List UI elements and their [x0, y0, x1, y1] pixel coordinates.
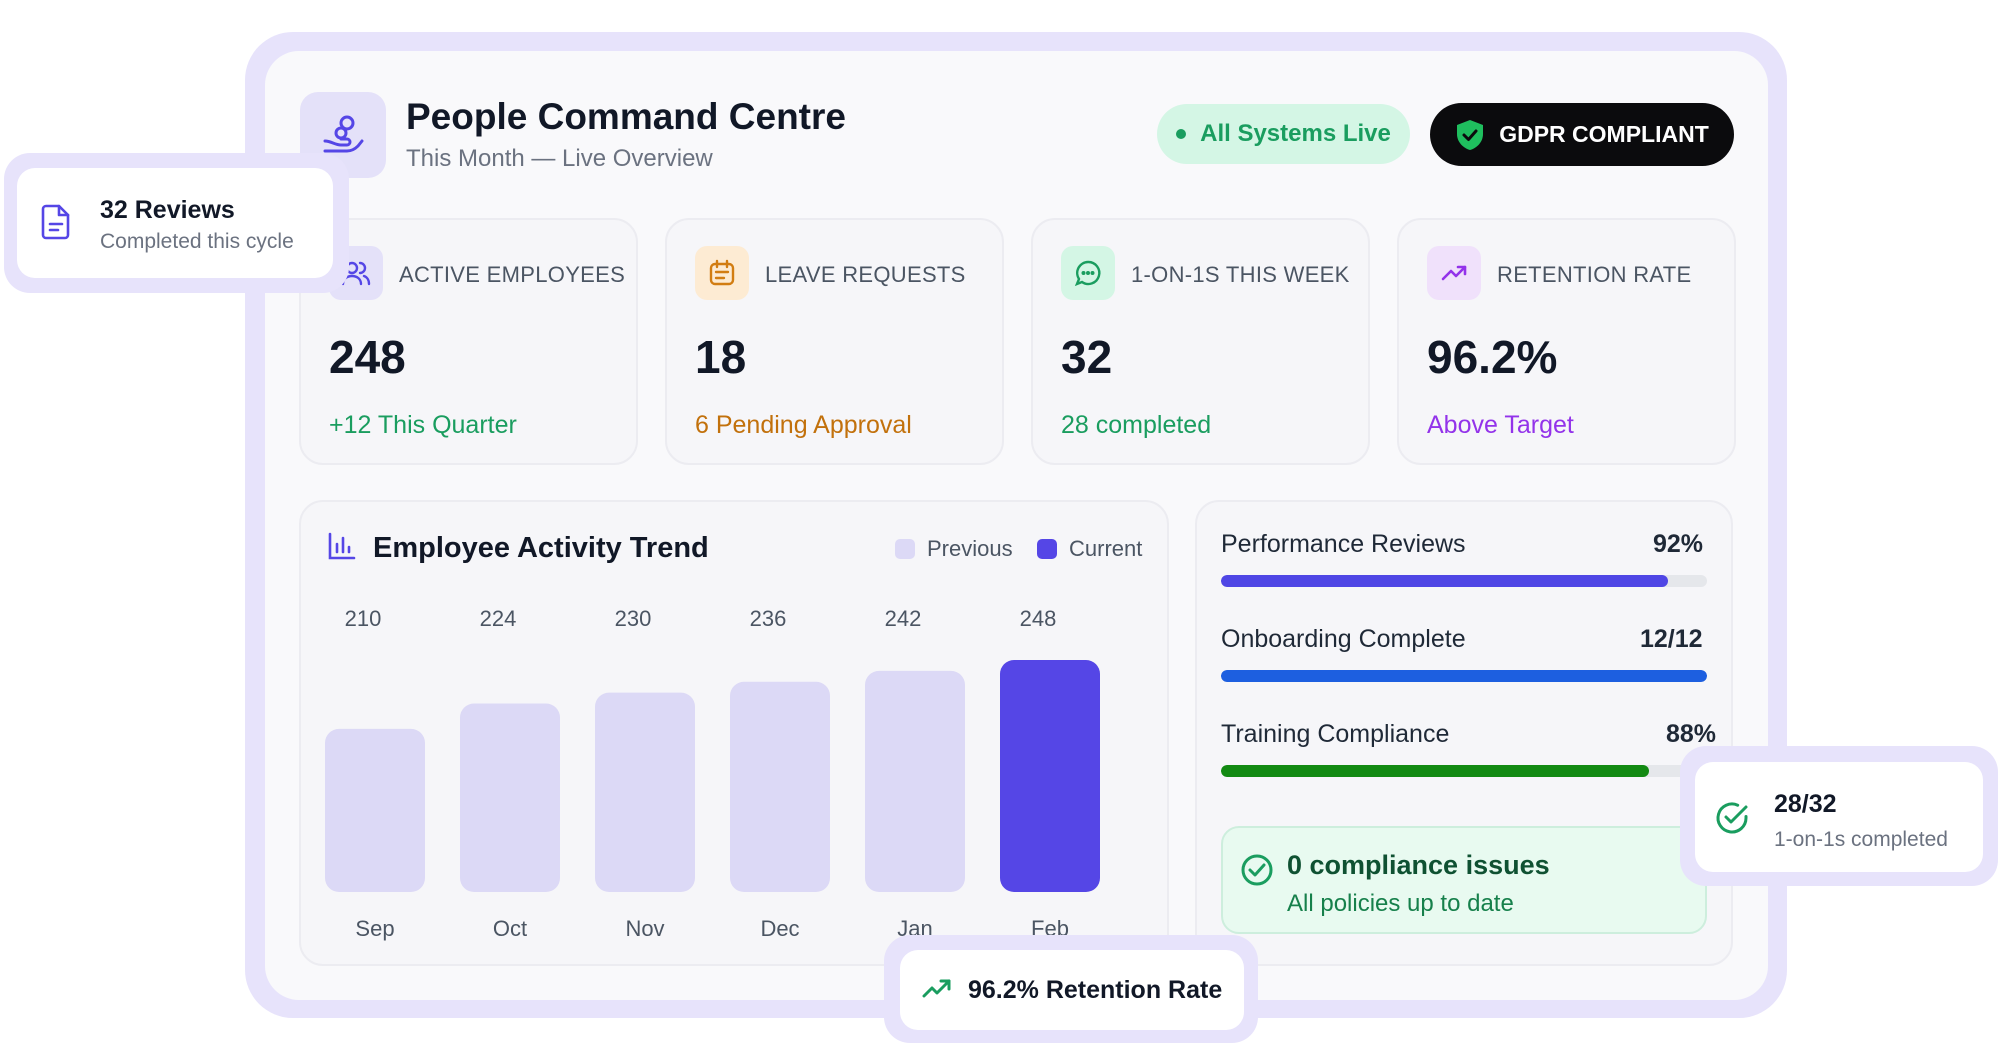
bar-chart-icon [328, 532, 356, 560]
stat-value: 248 [329, 331, 406, 383]
calendar-icon [695, 246, 749, 300]
stat-label: RETENTION RATE [1497, 262, 1692, 287]
gdpr-badge-label: GDPR COMPLIANT [1499, 121, 1709, 147]
page-subtitle: This Month — Live Overview [406, 145, 713, 172]
page-title: People Command Centre [406, 96, 846, 137]
progress-label-training-compliance: Training Compliance [1221, 720, 1450, 748]
bar-value-label: 248 [1020, 606, 1057, 631]
bar-jan [865, 670, 965, 892]
bar-feb [1000, 660, 1100, 892]
bar-dec [730, 681, 830, 892]
legend-current[interactable]: Current [1037, 536, 1142, 562]
document-icon [41, 204, 70, 240]
progress-bar-training-compliance [1221, 765, 1707, 777]
compliance-title: 0 compliance issues [1287, 850, 1550, 880]
retention-callout-card [900, 950, 1244, 1030]
stat-value: 32 [1061, 331, 1113, 383]
stat-delta: +12 This Quarter [329, 411, 517, 439]
chat-icon [1061, 246, 1115, 300]
one-on-ones-callout-subtitle: 1-on-1s completed [1774, 828, 1948, 851]
stat-card-retention-rate[interactable]: RETENTION RATE 96.2% Above Target [1397, 218, 1736, 465]
trending-up-icon [922, 979, 951, 998]
stat-card-active-employees[interactable]: ACTIVE EMPLOYEES 248 +12 This Quarter [299, 218, 638, 465]
x-tick-label: Dec [760, 916, 799, 941]
x-tick-label: Oct [493, 916, 527, 941]
bar-value-label: 210 [345, 606, 382, 631]
trending-up-icon [1427, 246, 1481, 300]
hand-coins-icon [323, 115, 364, 153]
bar-nov [595, 692, 695, 892]
legend-label: Previous [927, 536, 1013, 561]
retention-callout-label: 96.2% Retention Rate [968, 976, 1223, 1004]
progress-bar-onboarding [1221, 670, 1707, 682]
stat-delta: Above Target [1427, 411, 1574, 439]
stat-label: LEAVE REQUESTS [765, 262, 966, 287]
stat-delta: 28 completed [1061, 411, 1212, 439]
reviews-callout-card [17, 168, 333, 278]
gdpr-badge: GDPR COMPLIANT [1430, 103, 1734, 166]
bar-value-label: 236 [750, 606, 787, 631]
bar-value-label: 224 [480, 606, 517, 631]
stat-card-leave-requests[interactable]: LEAVE REQUESTS 18 6 Pending Approval [665, 218, 1004, 465]
bar-sep [325, 728, 425, 892]
compliance-subtitle: All policies up to date [1287, 890, 1514, 917]
progress-value-training-compliance: 88% [1666, 720, 1717, 748]
status-dot-icon [1176, 129, 1187, 139]
stat-value: 96.2% [1427, 331, 1558, 383]
check-circle-icon [1241, 854, 1273, 886]
stat-value: 18 [695, 331, 747, 383]
legend-label: Current [1069, 536, 1143, 561]
check-circle-icon [1716, 802, 1748, 834]
progress-value-onboarding: 12/12 [1640, 625, 1703, 653]
stat-card-one-on-ones[interactable]: 1-ON-1S THIS WEEK 32 28 completed [1031, 218, 1370, 465]
bar-value-label: 242 [885, 606, 922, 631]
progress-fill [1221, 670, 1707, 682]
shield-check-icon [1457, 119, 1484, 150]
stat-label: ACTIVE EMPLOYEES [399, 262, 626, 287]
reviews-callout-subtitle: Completed this cycle [100, 230, 294, 253]
legend-swatch-current [1037, 539, 1057, 559]
one-on-ones-callout-title: 28/32 [1774, 790, 1837, 818]
bar-value-label: 230 [615, 606, 652, 631]
reviews-callout-title: 32 Reviews [100, 196, 235, 224]
progress-fill [1221, 765, 1649, 777]
legend-swatch-previous [895, 539, 915, 559]
x-tick-label: Sep [355, 916, 394, 941]
bar-oct [460, 703, 560, 892]
progress-bar-performance-reviews [1221, 575, 1707, 587]
status-badge: All Systems Live [1157, 104, 1410, 164]
status-badge-label: All Systems Live [1200, 120, 1391, 147]
stat-label: 1-ON-1S THIS WEEK [1131, 262, 1350, 287]
progress-label-onboarding: Onboarding Complete [1221, 625, 1466, 653]
stat-delta: 6 Pending Approval [695, 411, 912, 439]
progress-value-performance-reviews: 92% [1653, 530, 1704, 558]
legend-previous[interactable]: Previous [895, 536, 1013, 562]
progress-fill [1221, 575, 1669, 587]
progress-label-performance-reviews: Performance Reviews [1221, 530, 1466, 558]
one-on-ones-callout-card [1695, 762, 1983, 872]
compliance-status-box: 0 compliance issues All policies up to d… [1221, 826, 1707, 934]
x-tick-label: Nov [625, 916, 664, 941]
chart-title: Employee Activity Trend [373, 532, 709, 564]
